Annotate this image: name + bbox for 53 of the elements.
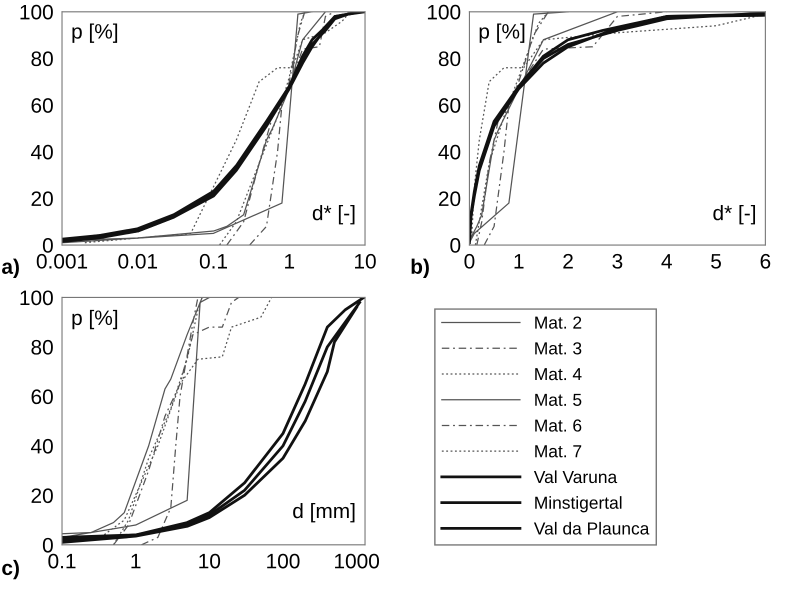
x-tick-label: 2 (563, 254, 573, 268)
x-tick-label: 1000 (335, 554, 379, 568)
x-tick-label: 0.01 (118, 254, 158, 269)
legend-label: Mat. 4 (535, 368, 582, 380)
y-tick-label: 100 (20, 4, 53, 20)
x-tick-label: 0 (464, 254, 474, 269)
x-tick-label: 10 (199, 554, 220, 568)
y-tick-label: 100 (428, 4, 460, 20)
x-tick-label: 4 (661, 254, 672, 268)
y-tick-label: 80 (31, 51, 53, 66)
legend-label: Val Varuna (534, 470, 618, 484)
y-tick-label: 60 (32, 389, 53, 404)
x-tick-label: 6 (760, 254, 770, 269)
text: c) (2, 560, 19, 580)
x-tick-label: 0.001 (36, 254, 88, 269)
legend-label: Mat. 7 (535, 445, 582, 458)
y-tick-label: 80 (438, 51, 460, 66)
y-tick-label: 60 (438, 98, 460, 113)
y-tick-label: 80 (31, 340, 53, 355)
text: b) (412, 258, 429, 278)
x-tick-label: 10 (355, 254, 376, 269)
y-tick-label: 40 (438, 144, 460, 160)
y-tick-label: 100 (20, 290, 53, 306)
x-tick-label: 0.1 (48, 554, 76, 568)
y-tick-label: 60 (32, 98, 53, 113)
y-tick-label: 40 (30, 438, 53, 454)
legend-label: Mat. 5 (535, 394, 582, 406)
y-axis-title: p [%] (480, 23, 524, 43)
y-axis-title: p [%] (72, 310, 118, 330)
y-tick-label: 0 (42, 238, 53, 253)
text: a) (2, 258, 19, 278)
x-axis-title: d* [-] (312, 204, 354, 224)
legend-label: Mat. 3 (535, 342, 582, 354)
y-tick-label: 0 (450, 238, 460, 253)
legend-label: Val da Plaunca (534, 522, 650, 535)
y-tick-label: 40 (30, 144, 53, 160)
x-tick-label: 3 (612, 254, 622, 269)
y-axis-title: p [%] (72, 23, 118, 43)
legend-label: Mat. 2 (535, 316, 582, 329)
x-tick-label: 1 (131, 554, 140, 568)
x-tick-label: 5 (711, 254, 721, 269)
x-tick-label: 0.1 (200, 254, 227, 269)
y-tick-label: 20 (32, 191, 53, 206)
y-tick-label: 20 (32, 488, 53, 504)
legend-label: Minstigertal (535, 496, 622, 512)
x-tick-label: 100 (267, 554, 300, 568)
x-tick-label: 1 (285, 254, 294, 268)
x-tick-label: 1 (514, 254, 524, 268)
x-axis-title: d* [-] (713, 204, 756, 224)
legend-label: Mat. 6 (535, 419, 582, 432)
x-axis-title: d [mm] (293, 502, 354, 522)
y-tick-label: 0 (42, 538, 53, 553)
y-tick-label: 20 (438, 191, 460, 206)
